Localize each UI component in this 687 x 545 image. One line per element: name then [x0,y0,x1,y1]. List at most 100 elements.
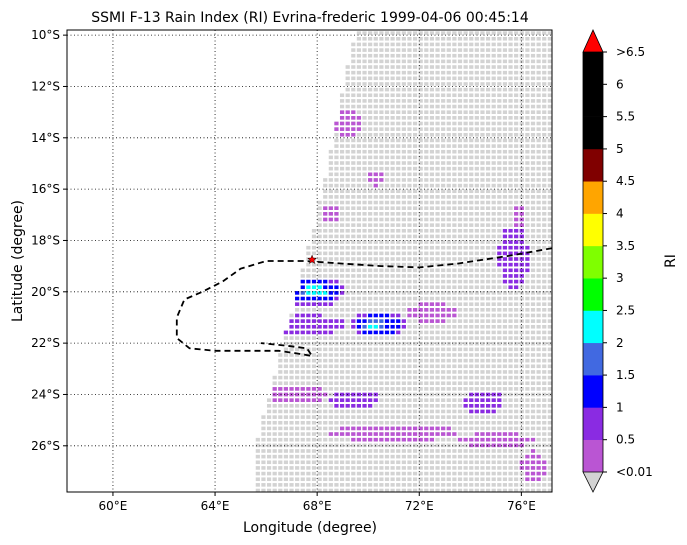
swath-cell [362,302,367,306]
rain-cell [300,285,305,290]
swath-cell [334,483,339,487]
rain-cell [514,240,519,244]
swath-cell [362,53,367,58]
swath-cell [401,212,406,216]
swath-cell [452,460,457,465]
swath-cell [547,404,552,408]
swath-cell [485,189,491,194]
colorbar-tick-label: 2 [616,336,624,350]
swath-cell [469,200,474,205]
swath-cell [384,36,390,41]
swath-cell [412,285,418,290]
swath-cell [407,370,412,374]
swath-cell [469,127,474,131]
swath-cell [339,251,345,256]
swath-cell [311,454,317,459]
swath-cell [345,240,350,244]
swath-cell [491,65,496,69]
swath-cell [530,404,536,408]
swath-cell [362,172,367,177]
colorbar-tick-label: 3 [616,271,624,285]
swath-cell [530,251,536,256]
swath-cell [542,31,547,35]
swath-cell [373,387,378,391]
swath-cell [463,104,468,109]
swath-cell [362,245,367,250]
swath-cell [373,454,378,459]
swath-cell [485,172,491,177]
swath-cell [396,387,401,391]
swath-cell [401,330,406,335]
swath-cell [457,93,463,98]
rain-cell [429,302,435,306]
swath-cell [441,268,446,273]
swath-cell [362,420,367,425]
rain-cell [452,313,457,318]
swath-cell [463,420,468,425]
rain-cell [356,127,362,131]
swath-cell [474,155,479,160]
swath-cell [339,415,345,419]
colorbar-segment [583,407,603,440]
swath-cell [463,99,468,103]
swath-cell [356,200,362,205]
swath-cell [463,364,468,369]
rain-cell [418,437,423,442]
swath-cell [530,387,536,391]
swath-cell [435,466,440,470]
swath-cell [356,387,362,391]
swath-cell [261,466,266,470]
swath-cell [418,296,423,301]
swath-cell [261,437,266,442]
swath-cell [457,483,463,487]
swath-cell [412,104,418,109]
swath-cell [547,82,552,86]
swath-cell [407,449,412,453]
swath-cell [345,358,350,363]
swath-cell [525,308,530,312]
swath-cell [435,127,440,131]
swath-cell [289,449,294,453]
swath-cell [328,415,333,419]
swath-cell [463,336,468,340]
swath-cell [317,454,322,459]
swath-cell [334,415,339,419]
swath-cell [457,387,463,391]
colorbar-segment [583,278,603,311]
swath-cell [491,426,496,431]
swath-cell [323,420,328,425]
swath-cell [418,449,423,453]
swath-cell [390,251,395,256]
swath-cell [396,93,401,98]
swath-cell [530,149,536,154]
swath-cell [317,409,322,414]
swath-cell [384,257,390,261]
swath-cell [530,223,536,227]
swath-cell [384,166,390,171]
swath-cell [384,398,390,402]
rain-cell [295,387,300,391]
swath-cell [452,262,457,267]
swath-cell [429,381,435,386]
swath-cell [401,471,406,476]
swath-cell [412,217,418,222]
swath-cell [424,460,429,465]
rain-cell [351,324,356,329]
swath-cell [396,166,401,171]
swath-cell [311,488,317,492]
swath-cell [407,149,412,154]
swath-cell [435,398,440,402]
swath-cell [295,483,300,487]
swath-cell [255,460,260,465]
swath-cell [283,375,289,380]
swath-cell [323,426,328,431]
swath-cell [401,87,406,92]
rain-cell [339,432,345,436]
swath-cell [525,183,530,188]
swath-cell [547,483,552,487]
swath-cell [379,76,384,81]
swath-cell [339,262,345,267]
swath-cell [323,454,328,459]
swath-cell [547,172,552,177]
swath-cell [261,426,266,431]
